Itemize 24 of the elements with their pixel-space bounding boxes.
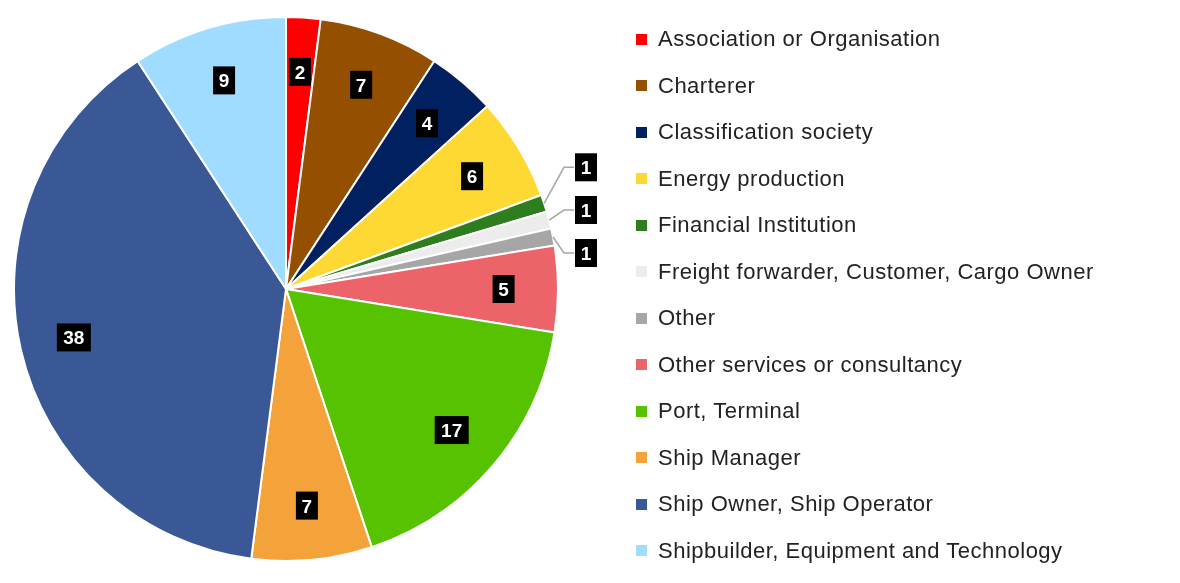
legend-label: Ship Manager [658, 444, 801, 471]
legend-label: Financial Institution [658, 212, 857, 239]
data-label: 17 [441, 420, 463, 442]
data-label: 1 [580, 200, 592, 222]
data-label: 1 [580, 243, 592, 264]
legend-label: Energy production [658, 165, 846, 192]
data-label: 2 [294, 61, 306, 83]
data-label: 38 [63, 327, 85, 349]
legend-label: Port, Terminal [658, 398, 801, 425]
legend-label: Shipbuilder, Equipment and Technology [658, 537, 1063, 564]
legend-label: Other services or consultancy [658, 351, 963, 378]
legend-label: Freight forwarder, Customer, Cargo Owner [658, 258, 1094, 285]
data-label: 9 [218, 70, 230, 92]
data-label: 5 [498, 279, 510, 300]
legend-label: Association or Organisation [658, 26, 941, 53]
data-label: 7 [301, 495, 313, 517]
legend-label: Classification society [658, 119, 874, 146]
data-label: 7 [355, 74, 367, 96]
data-label: 1 [580, 157, 592, 179]
data-label: 4 [421, 113, 433, 135]
legend-label: Ship Owner, Ship Operator [658, 491, 934, 518]
legend-label: Charterer [658, 72, 756, 99]
data-label: 6 [466, 166, 478, 188]
legend-label: Other [658, 305, 716, 332]
